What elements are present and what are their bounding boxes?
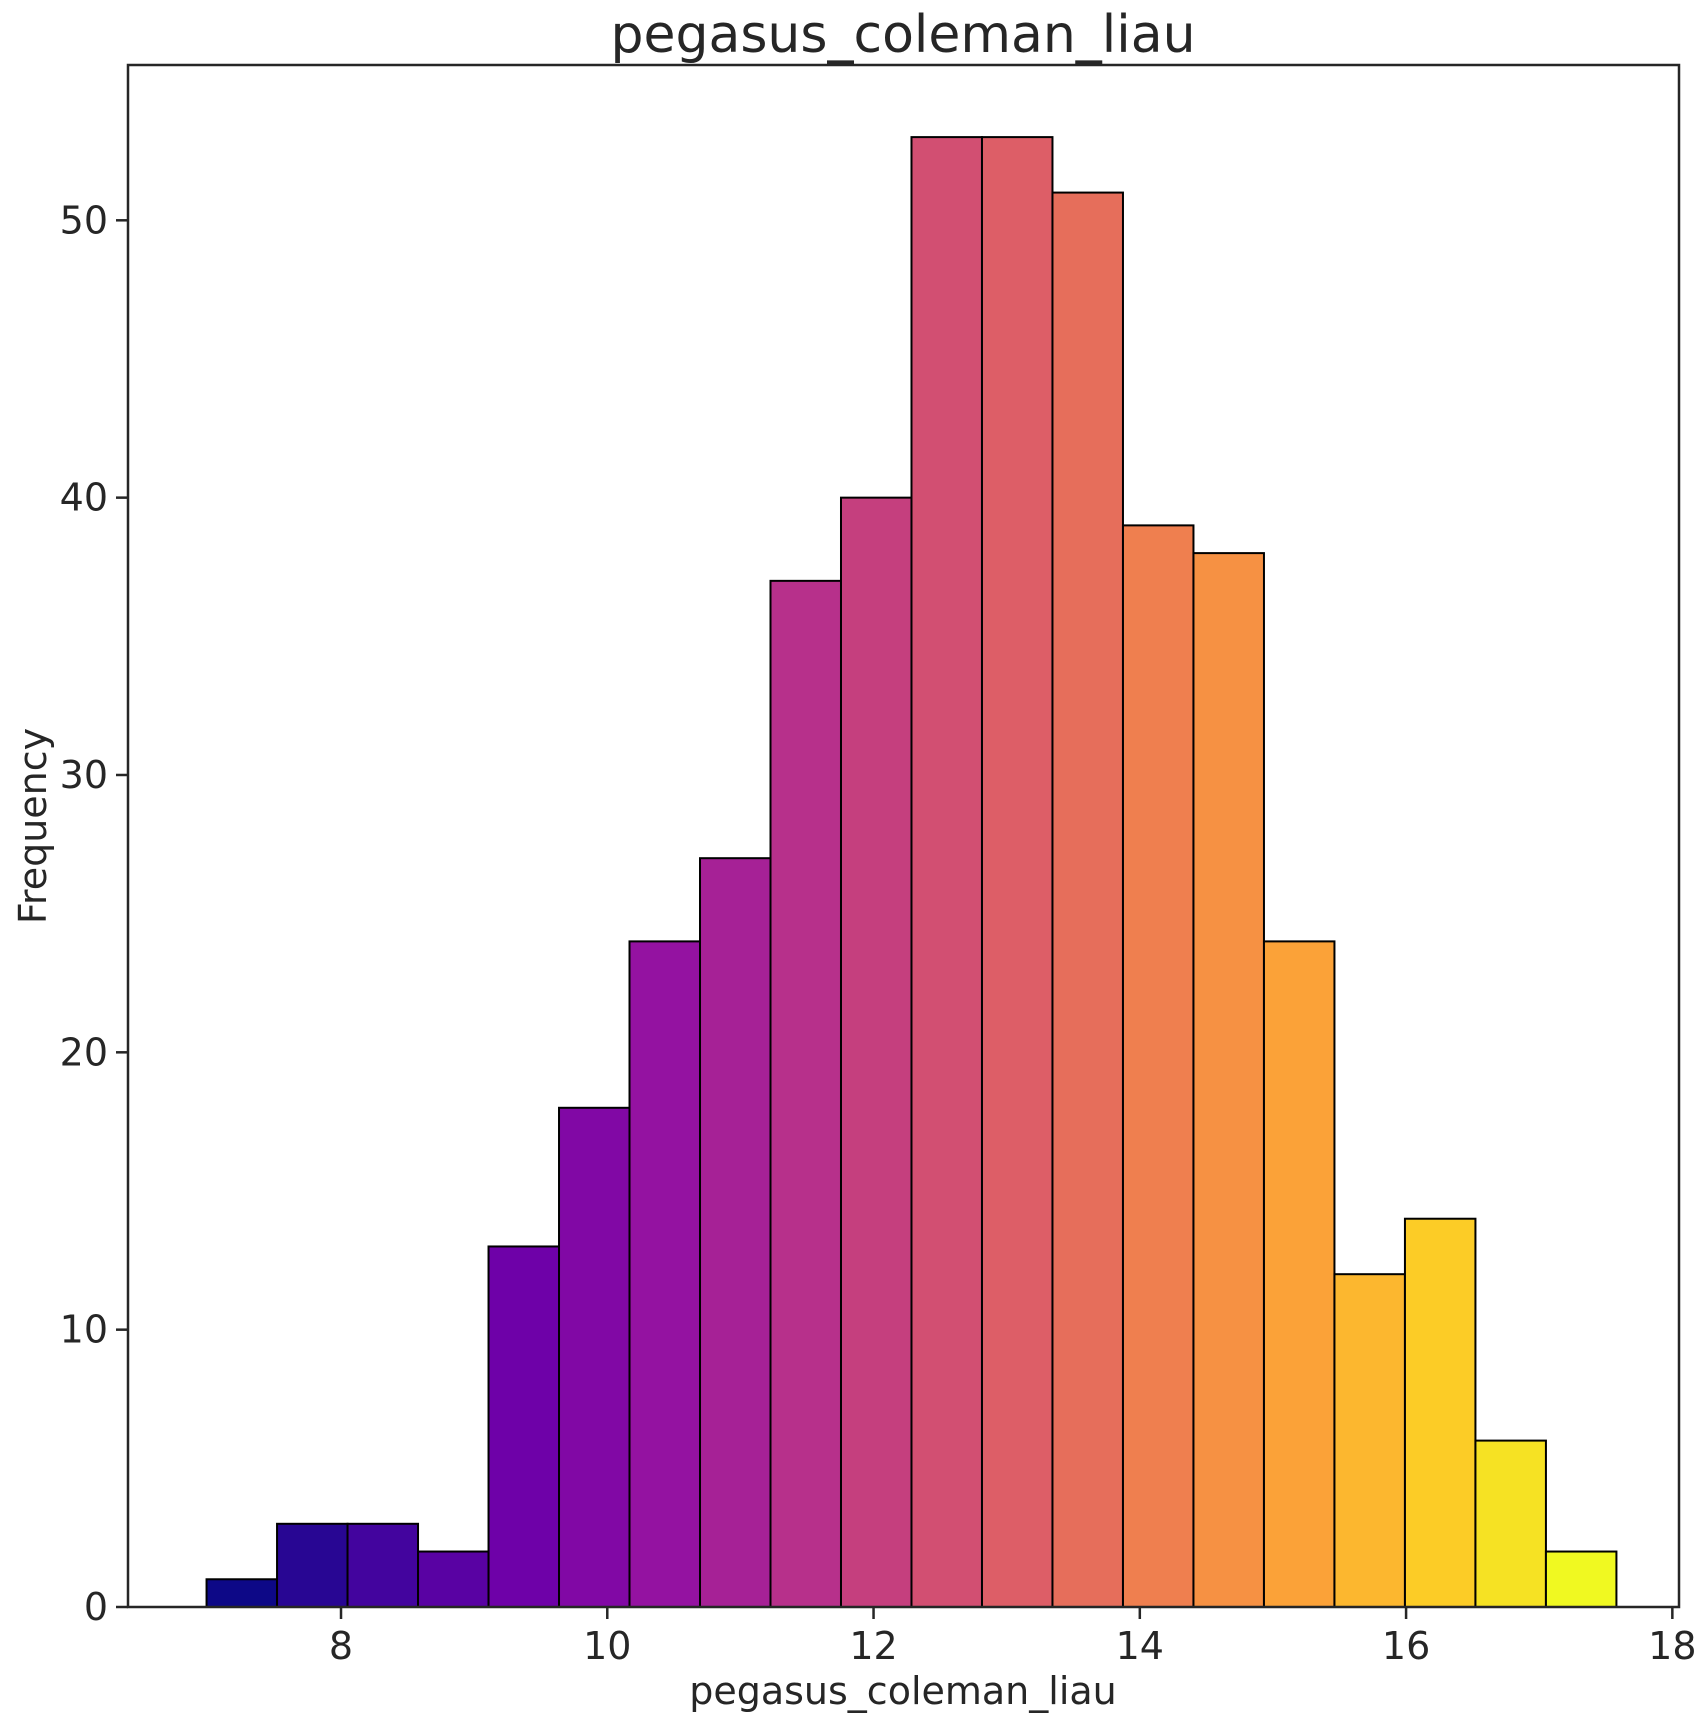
- histogram-bar: [558, 1106, 631, 1608]
- x-tick-label: 18: [1648, 1624, 1696, 1668]
- histogram-bar: [346, 1522, 420, 1609]
- bars-group: [205, 136, 1618, 1609]
- x-tick-label: 8: [329, 1624, 353, 1668]
- y-axis-ticks: 0 10 20 30 40 50: [60, 198, 128, 1629]
- histogram-bar: [417, 1550, 490, 1608]
- histogram-bar: [1474, 1439, 1547, 1609]
- y-tick-label: 40: [60, 476, 108, 520]
- histogram-bar: [910, 136, 983, 1608]
- histogram-bar: [1121, 524, 1195, 1608]
- y-tick-label: 30: [60, 753, 108, 797]
- x-tick-label: 14: [1116, 1624, 1164, 1668]
- y-axis-label: Frequency: [11, 728, 55, 924]
- histogram-bar: [276, 1522, 349, 1609]
- histogram-bar: [1262, 940, 1336, 1608]
- histogram-bar: [1333, 1273, 1406, 1608]
- histogram-bar: [1051, 191, 1124, 1608]
- histogram-bar: [628, 940, 702, 1608]
- x-tick-label: 12: [849, 1624, 897, 1668]
- histogram-bar: [839, 496, 913, 1609]
- histogram-bar: [769, 579, 842, 1609]
- x-axis-ticks: 8 10 12 14 16 18: [329, 1607, 1697, 1668]
- y-tick-label: 10: [60, 1308, 108, 1352]
- plot-frame: [126, 63, 1681, 1609]
- histogram-bar: [1192, 552, 1265, 1608]
- histogram-bar: [1544, 1550, 1618, 1608]
- x-tick-label: 10: [583, 1624, 631, 1668]
- y-tick-label: 50: [60, 198, 108, 242]
- histogram-bar: [487, 1245, 561, 1609]
- x-tick-label: 16: [1382, 1624, 1430, 1668]
- y-tick-label: 20: [60, 1030, 108, 1074]
- x-axis-label: pegasus_coleman_liau: [689, 1669, 1117, 1713]
- y-tick-label: 0: [84, 1585, 108, 1629]
- histogram-bar: [205, 1578, 279, 1609]
- histogram-bar: [1403, 1217, 1477, 1608]
- histogram-bar: [980, 136, 1054, 1608]
- histogram-bar: [699, 857, 772, 1608]
- chart-title: pegasus_coleman_liau: [610, 5, 1195, 65]
